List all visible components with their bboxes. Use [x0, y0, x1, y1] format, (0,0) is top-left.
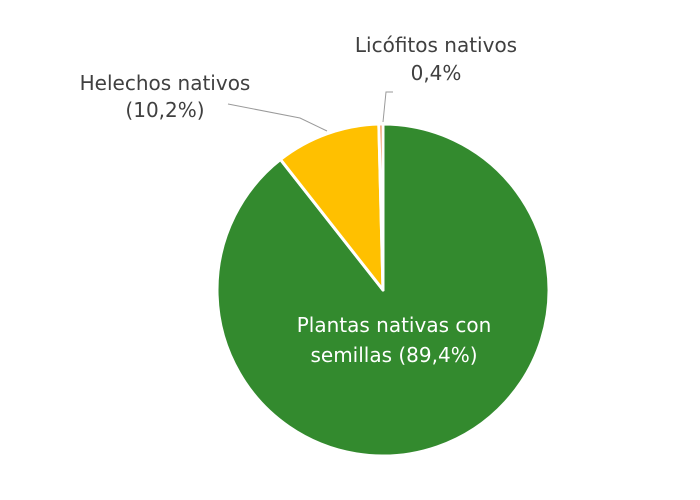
data-label-line: (10,2%) [125, 98, 204, 122]
data-label-licofitos-nativos: Licófitos nativos 0,4% [355, 33, 517, 85]
data-label-line: semillas (89,4%) [310, 343, 477, 367]
pie-slice-helechos-nativos [278, 122, 385, 292]
leader-line-licofitos-nativos [382, 91, 393, 123]
data-label-line: 0,4% [411, 61, 462, 85]
data-label-helechos-nativos: Helechos nativos (10,2%) [80, 71, 251, 122]
data-label-line: Plantas nativas con [297, 313, 492, 337]
data-label-line: Helechos nativos [80, 71, 251, 95]
leader-line-helechos-nativos [227, 103, 328, 132]
pie-slice-licofitos-nativos [377, 122, 385, 292]
pie-slice-plantas-nativas-con-semillas [215, 122, 551, 458]
data-label-line: Licófitos nativos [355, 33, 517, 57]
data-label-plantas-nativas-con-semillas: Plantas nativas con semillas (89,4%) [297, 313, 492, 367]
